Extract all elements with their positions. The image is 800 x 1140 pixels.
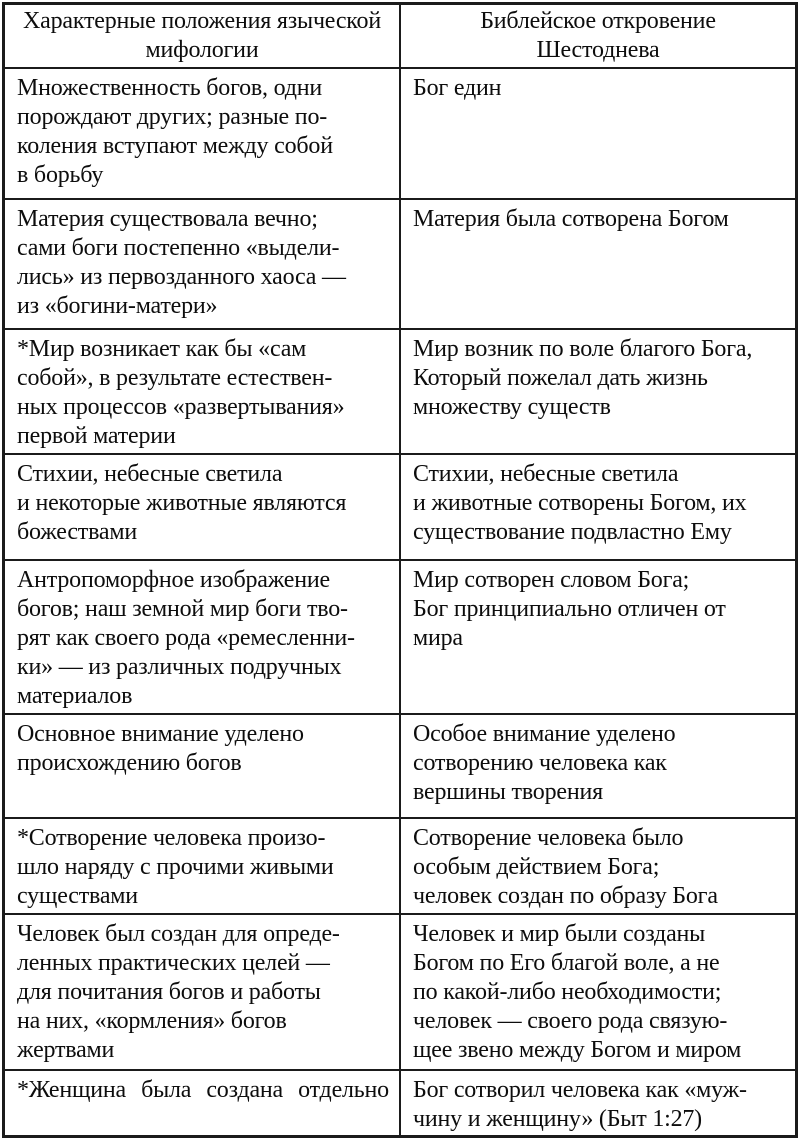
cell-pagan-3: *Мир возникает как бы «сам собой», в рез… xyxy=(2,328,401,455)
cell-biblical-3: Мир возник по воле благого Бога, Который… xyxy=(399,328,798,455)
cell-pagan-9: *Женщина была создана отдельно xyxy=(2,1068,401,1138)
table-row: Множественность богов, одни порождают др… xyxy=(2,67,798,200)
cell-biblical-7: Сотворение человека было особым действие… xyxy=(399,817,798,915)
cell-biblical-5: Мир сотворен словом Бога; Бог принципиал… xyxy=(399,559,798,716)
cell-biblical-6: Особое внимание уделено сотворению челов… xyxy=(399,713,798,820)
cell-pagan-4: Стихии, небесные светила и некоторые жив… xyxy=(2,452,401,562)
table-row: Стихии, небесные светила и некоторые жив… xyxy=(2,452,798,562)
table-row: *Мир возникает как бы «сам собой», в рез… xyxy=(2,328,798,455)
cell-biblical-4: Стихии, небесные светила и животные сотв… xyxy=(399,452,798,562)
cell-biblical-2: Материя была сотворена Богом xyxy=(399,197,798,331)
header-cell-biblical-revelation: Библейское откровение Шестоднева xyxy=(399,2,798,69)
cell-pagan-1: Множественность богов, одни порождают др… xyxy=(2,67,401,200)
cell-pagan-7: *Сотворение человека произо- шло наряду … xyxy=(2,817,401,915)
table-row: Основное внимание уделено происхождению … xyxy=(2,713,798,820)
cell-biblical-1: Бог един xyxy=(399,67,798,200)
cell-pagan-8: Человек был создан для опреде- ленных пр… xyxy=(2,912,401,1071)
table-row: Антропоморфное изображение богов; наш зе… xyxy=(2,559,798,716)
cell-pagan-6: Основное внимание уделено происхождению … xyxy=(2,713,401,820)
table-row: *Женщина была создана отдельно Бог сотво… xyxy=(2,1068,798,1138)
table-header-row: Характерные положения языческой мифологи… xyxy=(2,2,798,69)
cell-biblical-8: Человек и мир были созданы Богом по Его … xyxy=(399,912,798,1071)
header-cell-pagan-mythology: Характерные положения языческой мифологи… xyxy=(2,2,401,69)
cell-biblical-9: Бог сотворил человека как «муж- чину и ж… xyxy=(399,1068,798,1138)
table-row: *Сотворение человека произо- шло наряду … xyxy=(2,817,798,915)
cell-pagan-5: Антропоморфное изображение богов; наш зе… xyxy=(2,559,401,716)
table-row: Материя существовала вечно; сами боги по… xyxy=(2,197,798,331)
cell-pagan-2: Материя существовала вечно; сами боги по… xyxy=(2,197,401,331)
table-row: Человек был создан для опреде- ленных пр… xyxy=(2,912,798,1071)
